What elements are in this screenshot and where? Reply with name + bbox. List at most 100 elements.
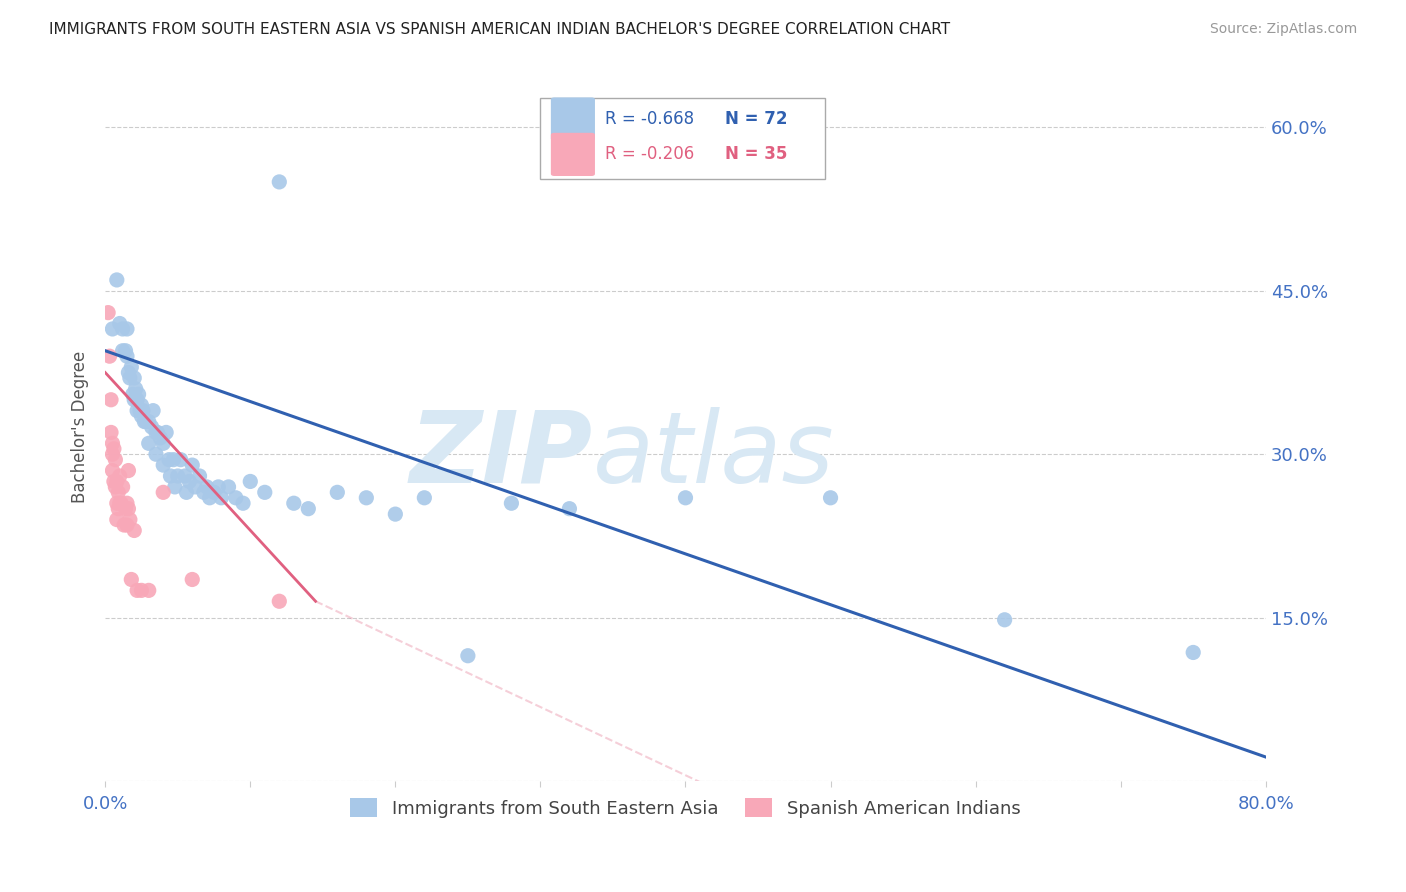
Point bbox=[101, 322, 124, 336]
Point bbox=[135, 415, 157, 429]
Point bbox=[117, 464, 139, 478]
Point bbox=[356, 491, 378, 505]
FancyBboxPatch shape bbox=[551, 97, 595, 141]
Point bbox=[110, 496, 132, 510]
Point bbox=[253, 485, 276, 500]
Point bbox=[141, 420, 163, 434]
Point bbox=[149, 431, 172, 445]
Point bbox=[104, 480, 127, 494]
Point bbox=[558, 501, 581, 516]
Point bbox=[118, 512, 141, 526]
Point bbox=[209, 491, 232, 505]
Point bbox=[107, 501, 129, 516]
Text: atlas: atlas bbox=[593, 407, 834, 504]
Point bbox=[115, 322, 138, 336]
Point bbox=[188, 469, 211, 483]
Point bbox=[124, 382, 146, 396]
Point bbox=[145, 425, 167, 440]
Point bbox=[101, 436, 124, 450]
Point bbox=[121, 387, 143, 401]
Point bbox=[142, 403, 165, 417]
Point bbox=[174, 469, 197, 483]
Point bbox=[105, 512, 128, 526]
Point bbox=[105, 273, 128, 287]
Point bbox=[104, 452, 127, 467]
Point bbox=[297, 501, 319, 516]
Point bbox=[198, 491, 221, 505]
Point bbox=[146, 425, 169, 440]
Point bbox=[120, 360, 142, 375]
Point bbox=[384, 507, 406, 521]
Point bbox=[101, 447, 124, 461]
Point bbox=[128, 387, 150, 401]
Point bbox=[138, 583, 160, 598]
Point bbox=[100, 392, 122, 407]
Point bbox=[239, 475, 262, 489]
Point bbox=[181, 573, 204, 587]
Point bbox=[131, 409, 153, 423]
Point bbox=[232, 496, 254, 510]
Text: R = -0.206: R = -0.206 bbox=[606, 145, 695, 163]
Text: Source: ZipAtlas.com: Source: ZipAtlas.com bbox=[1209, 22, 1357, 37]
Point bbox=[114, 343, 136, 358]
Point bbox=[179, 475, 201, 489]
Point bbox=[112, 518, 135, 533]
Point bbox=[118, 371, 141, 385]
Point bbox=[131, 398, 153, 412]
Legend: Immigrants from South Eastern Asia, Spanish American Indians: Immigrants from South Eastern Asia, Span… bbox=[343, 791, 1028, 825]
Text: N = 72: N = 72 bbox=[725, 110, 787, 128]
Text: IMMIGRANTS FROM SOUTH EASTERN ASIA VS SPANISH AMERICAN INDIAN BACHELOR'S DEGREE : IMMIGRANTS FROM SOUTH EASTERN ASIA VS SP… bbox=[49, 22, 950, 37]
Point bbox=[269, 175, 291, 189]
Point bbox=[283, 496, 305, 510]
Point bbox=[1182, 645, 1205, 659]
Point bbox=[152, 436, 174, 450]
Point bbox=[108, 469, 131, 483]
Point bbox=[98, 349, 121, 363]
Point bbox=[122, 524, 145, 538]
Point bbox=[269, 594, 291, 608]
Point bbox=[162, 452, 184, 467]
Point bbox=[107, 485, 129, 500]
Point bbox=[994, 613, 1017, 627]
Point bbox=[675, 491, 697, 505]
FancyBboxPatch shape bbox=[551, 133, 595, 176]
Point bbox=[122, 392, 145, 407]
FancyBboxPatch shape bbox=[540, 98, 825, 179]
Point bbox=[820, 491, 842, 505]
Point bbox=[159, 469, 181, 483]
Point bbox=[184, 480, 207, 494]
Point bbox=[127, 392, 149, 407]
Point bbox=[127, 583, 149, 598]
Point bbox=[131, 583, 153, 598]
Point bbox=[132, 403, 155, 417]
Point bbox=[117, 366, 139, 380]
Point bbox=[111, 480, 134, 494]
Point bbox=[457, 648, 479, 663]
Point bbox=[114, 501, 136, 516]
Point bbox=[218, 480, 240, 494]
Point bbox=[134, 415, 156, 429]
Point bbox=[97, 305, 120, 319]
Point bbox=[129, 403, 152, 417]
Point bbox=[193, 485, 215, 500]
Point bbox=[122, 371, 145, 385]
Point bbox=[145, 447, 167, 461]
Point bbox=[120, 573, 142, 587]
Point bbox=[207, 480, 229, 494]
Text: ZIP: ZIP bbox=[409, 407, 593, 504]
Point bbox=[163, 480, 186, 494]
Point bbox=[127, 403, 149, 417]
Point bbox=[103, 442, 125, 456]
Point bbox=[225, 491, 247, 505]
Point bbox=[105, 475, 128, 489]
Point bbox=[152, 458, 174, 472]
Point bbox=[108, 496, 131, 510]
Point bbox=[111, 343, 134, 358]
Point bbox=[181, 458, 204, 472]
Point bbox=[176, 485, 198, 500]
Point bbox=[101, 464, 124, 478]
Point bbox=[115, 349, 138, 363]
Point bbox=[105, 496, 128, 510]
Point bbox=[501, 496, 523, 510]
Point bbox=[115, 518, 138, 533]
